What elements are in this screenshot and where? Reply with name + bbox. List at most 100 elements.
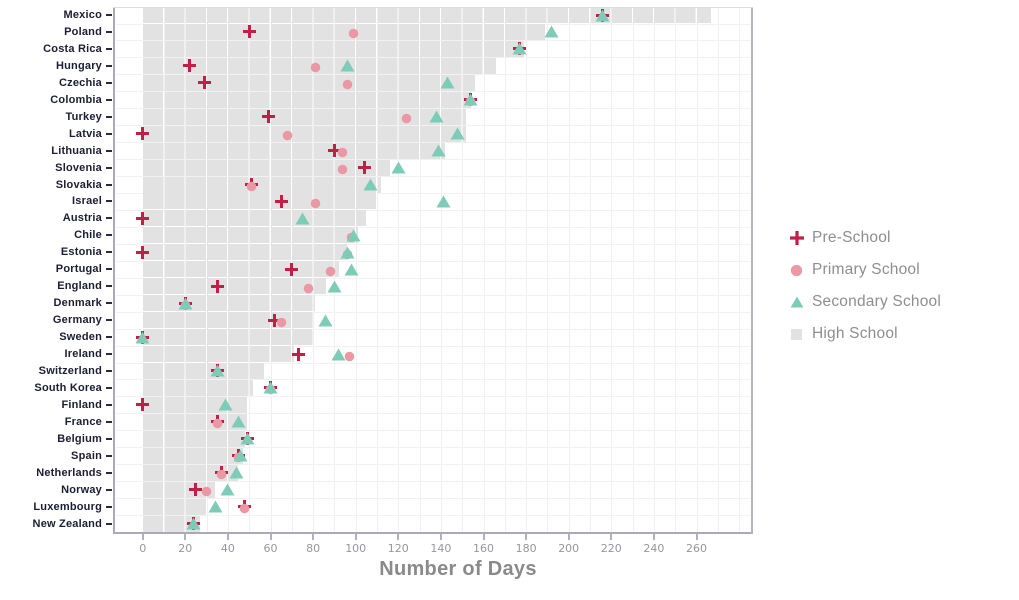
- legend-label: Pre-School: [812, 229, 891, 246]
- marker-triangle-secondary-school: [178, 297, 193, 310]
- gridline-horizontal: [116, 464, 750, 466]
- gridline-vertical: [462, 8, 464, 532]
- y-axis-tick: [106, 386, 112, 389]
- y-axis-label: Poland: [64, 25, 102, 38]
- y-axis-label: France: [64, 415, 102, 428]
- gridline-horizontal: [116, 379, 750, 381]
- y-axis-label: Colombia: [50, 93, 102, 106]
- gridline-horizontal: [116, 515, 750, 516]
- marker-triangle-secondary-school: [340, 59, 355, 72]
- gridline-vertical: [675, 8, 677, 532]
- marker-triangle-secondary-school: [210, 364, 225, 377]
- y-axis-tick: [106, 30, 112, 33]
- gridline-horizontal: [116, 396, 750, 398]
- marker-circle-primary-school: [337, 162, 348, 175]
- marker-circle-primary-school: [303, 281, 314, 293]
- marker-circle-primary-school: [348, 26, 359, 39]
- x-axis-tick: [226, 534, 229, 540]
- marker-circle-primary-school: [325, 264, 336, 277]
- gridline-vertical: [504, 8, 506, 532]
- marker-triangle-secondary-school: [208, 500, 223, 513]
- gridline-horizontal: [116, 362, 750, 364]
- gridline-horizontal: [116, 226, 750, 228]
- marker-triangle-secondary-school: [218, 398, 233, 411]
- marker-triangle-secondary-school: [595, 9, 610, 22]
- legend-label: Primary School: [812, 261, 920, 278]
- marker-cross-pre-school: [136, 245, 150, 259]
- y-axis-label: Estonia: [60, 246, 102, 259]
- marker-circle-primary-school: [201, 484, 212, 497]
- bar-high-school: [142, 210, 367, 227]
- y-axis-label: New Zealand: [32, 517, 102, 530]
- gridline-vertical: [355, 8, 357, 532]
- y-axis-label: Mexico: [63, 9, 102, 21]
- marker-triangle-secondary-school: [512, 42, 527, 55]
- y-axis-tick: [106, 285, 112, 288]
- x-axis-tick-label: 160: [473, 542, 494, 555]
- y-axis-tick: [106, 437, 112, 440]
- x-axis-tick: [354, 534, 357, 540]
- y-axis-label: Spain: [71, 449, 102, 462]
- marker-triangle-secondary-school: [229, 466, 244, 479]
- bar-high-school: [142, 464, 239, 481]
- y-axis-label: Israel: [72, 195, 102, 208]
- bar-high-school: [142, 193, 377, 210]
- gridline-vertical: [419, 8, 421, 532]
- y-axis-label: Hungary: [55, 59, 102, 72]
- gridline-horizontal: [116, 159, 750, 161]
- marker-cross-pre-school: [285, 262, 299, 276]
- marker-triangle-secondary-school: [231, 415, 246, 428]
- marker-cross-pre-school: [136, 127, 150, 141]
- legend-triangle-icon: [790, 296, 812, 308]
- x-axis-tick: [482, 534, 485, 540]
- marker-cross-pre-school: [189, 483, 203, 497]
- plot-right-border: [751, 7, 753, 534]
- gridline-horizontal: [116, 345, 750, 347]
- marker-circle-primary-school: [216, 467, 227, 480]
- y-axis-tick: [106, 166, 112, 169]
- y-axis-label: Belgium: [57, 432, 102, 445]
- marker-circle-primary-school: [212, 416, 223, 429]
- gridline-horizontal: [116, 447, 750, 449]
- y-axis-tick: [106, 251, 112, 254]
- gridline-horizontal: [116, 193, 750, 194]
- y-axis-label: Lithuania: [51, 144, 102, 157]
- y-axis-label: England: [57, 280, 102, 293]
- y-axis-tick: [106, 183, 112, 186]
- x-axis-tick-label: 0: [139, 542, 147, 555]
- bar-high-school: [142, 515, 201, 532]
- y-axis-label: Germany: [52, 314, 102, 327]
- legend-cross-icon: [790, 231, 812, 245]
- y-axis-label: Sweden: [59, 331, 102, 344]
- x-axis-tick-label: 20: [178, 542, 193, 555]
- gridline-horizontal: [116, 260, 750, 262]
- marker-triangle-secondary-school: [440, 76, 455, 89]
- y-axis-label: Turkey: [65, 110, 102, 123]
- x-axis-tick: [141, 534, 144, 540]
- bar-high-school: [142, 7, 712, 23]
- legend-label: Secondary School: [812, 293, 942, 310]
- x-axis-tick: [567, 534, 570, 540]
- gridline-horizontal: [116, 209, 750, 211]
- marker-cross-pre-school: [327, 144, 341, 158]
- y-axis-tick: [106, 319, 112, 322]
- y-axis-label: Switzerland: [38, 364, 102, 377]
- bar-high-school: [142, 498, 207, 515]
- marker-triangle-secondary-school: [391, 161, 406, 174]
- marker-triangle-secondary-school: [318, 314, 333, 327]
- y-axis-tick: [106, 302, 112, 305]
- gridline-vertical: [568, 8, 570, 532]
- gridline-vertical: [739, 8, 741, 532]
- gridline-vertical: [483, 8, 485, 532]
- y-axis-label: South Korea: [34, 381, 102, 394]
- marker-circle-primary-school: [239, 501, 250, 514]
- y-axis-label: Ireland: [64, 348, 102, 360]
- marker-triangle-secondary-school: [346, 229, 361, 242]
- x-axis-tick: [525, 534, 528, 540]
- y-axis-tick: [106, 132, 112, 135]
- x-axis-tick: [312, 534, 315, 540]
- gridline-horizontal: [116, 413, 750, 415]
- bar-high-school: [142, 74, 475, 91]
- marker-circle-primary-school: [282, 128, 293, 141]
- x-axis-tick-label: 260: [686, 542, 707, 555]
